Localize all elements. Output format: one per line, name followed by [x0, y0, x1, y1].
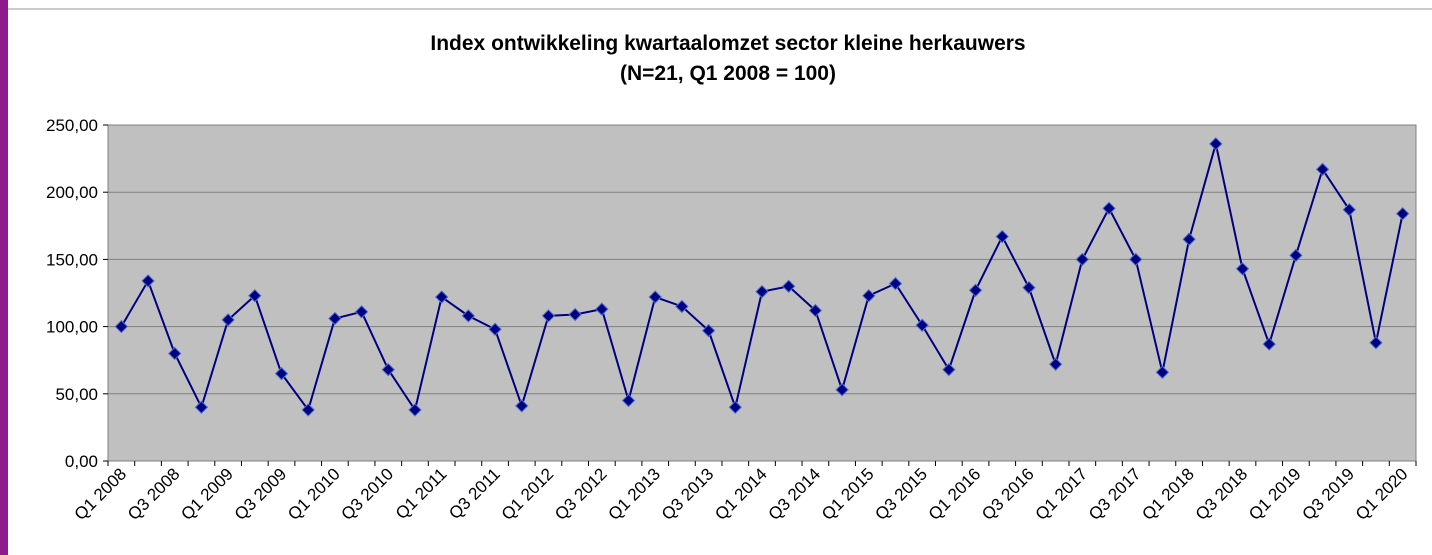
x-tick-label: Q1 2018	[1138, 464, 1198, 524]
x-tick-label: Q1 2020	[1352, 464, 1412, 524]
y-tick-label: 150,00	[46, 250, 98, 269]
x-tick-label: Q1 2012	[498, 464, 558, 524]
y-tick-label: 0,00	[65, 452, 98, 471]
marker	[862, 288, 876, 303]
marker	[1289, 248, 1303, 263]
marker	[888, 276, 903, 291]
x-tick-label: Q3 2011	[445, 464, 504, 523]
x-tick-label: Q3 2017	[1085, 464, 1145, 524]
marker	[701, 323, 716, 338]
marker	[301, 403, 315, 417]
marker	[915, 318, 929, 332]
marker	[1022, 280, 1036, 295]
marker	[1182, 232, 1196, 246]
x-tick-label: Q1 2008	[71, 464, 131, 524]
marker	[515, 399, 529, 413]
x-tick-label: Q1 2013	[604, 464, 664, 524]
marker	[381, 362, 395, 377]
marker	[221, 313, 235, 327]
marker	[942, 362, 956, 377]
chart-subtitle: (N=21, Q1 2008 = 100)	[620, 62, 836, 85]
marker	[461, 309, 476, 323]
x-tick-label: Q1 2010	[284, 464, 344, 524]
marker	[1369, 336, 1383, 350]
y-tick-label: 250,00	[46, 116, 98, 135]
x-tick-label: Q3 2008	[124, 464, 184, 524]
x-tick-label: Q1 2014	[711, 464, 771, 524]
marker	[168, 346, 182, 361]
chart-title: Index ontwikkeling kwartaalomzet sector …	[430, 32, 1025, 55]
x-tick-label: Q3 2018	[1192, 464, 1252, 524]
marker	[141, 274, 155, 288]
marker	[648, 290, 662, 304]
y-tick-label: 100,00	[46, 318, 98, 337]
marker	[755, 284, 769, 299]
marker	[248, 288, 262, 303]
marker	[1395, 206, 1410, 221]
marker	[408, 403, 422, 417]
y-tick-label: 50,00	[55, 385, 98, 404]
side-strip	[0, 0, 8, 555]
marker	[995, 229, 1009, 244]
marker	[194, 400, 209, 414]
x-tick-label: Q1 2009	[177, 464, 237, 524]
marker	[488, 322, 502, 336]
marker	[1075, 252, 1090, 267]
x-tick-label: Q1 2015	[818, 464, 878, 524]
x-tick-label: Q1 2019	[1245, 464, 1305, 524]
x-tick-label: Q1 2016	[925, 464, 985, 524]
marker	[114, 319, 129, 334]
marker	[621, 393, 636, 408]
marker	[728, 400, 743, 414]
marker	[568, 307, 582, 322]
marker	[541, 309, 556, 323]
marker	[1235, 262, 1250, 276]
marker	[1048, 357, 1063, 371]
x-tick-label: Q3 2019	[1299, 464, 1359, 524]
x-tick-label: Q3 2016	[978, 464, 1038, 524]
x-tick-label: Q3 2014	[765, 464, 825, 524]
x-tick-label: Q3 2009	[231, 464, 291, 524]
marker	[1102, 201, 1116, 216]
marker	[1209, 137, 1223, 151]
x-tick-label: Q1 2011	[392, 464, 451, 523]
marker	[1155, 365, 1170, 380]
x-tick-label: Q1 2017	[1032, 464, 1092, 524]
y-tick-label: 200,00	[46, 183, 98, 202]
x-tick-label: Q3 2015	[871, 464, 931, 524]
marker	[781, 279, 796, 293]
marker	[1129, 252, 1143, 267]
marker	[434, 290, 449, 304]
marker	[328, 311, 342, 326]
x-tick-label: Q3 2012	[551, 464, 611, 524]
marker	[808, 303, 823, 318]
marker	[675, 299, 689, 314]
x-tick-label: Q3 2010	[338, 464, 398, 524]
marker	[968, 283, 983, 298]
marker	[835, 383, 849, 397]
marker	[595, 302, 609, 316]
x-tick-label: Q3 2013	[658, 464, 718, 524]
marker	[274, 366, 289, 381]
marker	[1262, 337, 1276, 351]
marker	[1315, 162, 1330, 177]
marker	[1342, 202, 1356, 217]
marker	[354, 305, 369, 319]
